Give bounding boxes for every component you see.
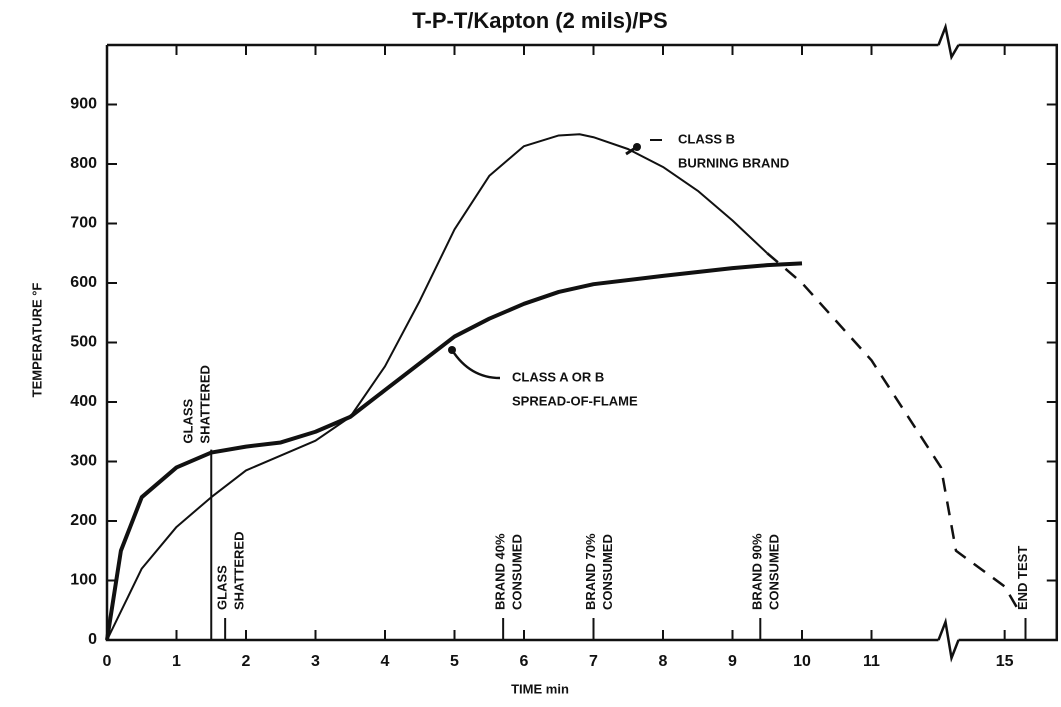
x-tick-label: 3: [311, 653, 320, 670]
x-tick-label: 2: [242, 653, 251, 670]
event-label: CONSUMED: [767, 534, 782, 610]
event-label: BRAND 70%: [583, 533, 598, 610]
event-label: END TEST: [1015, 546, 1030, 610]
annotation-dot: [633, 143, 641, 151]
y-tick-label: 0: [88, 631, 97, 648]
y-tick-label: 300: [70, 453, 97, 470]
series-line: [106, 133, 768, 641]
event-label: GLASS: [215, 565, 230, 610]
y-tick-label: 900: [70, 96, 97, 113]
y-tick-label: 100: [70, 572, 97, 589]
x-tick-label: 9: [728, 653, 737, 670]
x-tick-label: 6: [520, 653, 529, 670]
event-label: BRAND 90%: [750, 533, 765, 610]
annotation-leader: [450, 349, 501, 380]
annotation: BURNING BRAND: [678, 155, 789, 170]
series-line: [105, 261, 803, 641]
x-tick-label: 10: [793, 653, 811, 670]
x-tick-label: 11: [863, 653, 880, 670]
y-tick-label: 500: [70, 334, 97, 351]
series-line: [766, 252, 1020, 611]
annotation-dot: [448, 346, 456, 354]
x-tick-label: 8: [659, 653, 668, 670]
x-tick-label: 0: [103, 653, 112, 670]
y-tick-label: 800: [70, 155, 97, 172]
chart-title: T-P-T/Kapton (2 mils)/PS: [412, 8, 667, 33]
x-tick-label: 7: [589, 653, 598, 670]
event-label: GLASS: [181, 398, 196, 443]
x-tick-label: 15: [996, 653, 1014, 670]
axis-break: [937, 617, 960, 663]
axis-break: [937, 22, 960, 61]
annotation: CLASS A OR B: [512, 369, 604, 384]
event-label: CONSUMED: [600, 534, 615, 610]
event-label: BRAND 40%: [493, 533, 508, 610]
event-label: SHATTERED: [198, 365, 213, 443]
x-tick-label: 1: [172, 653, 181, 670]
x-tick-label: 4: [381, 653, 390, 670]
annotation: CLASS B: [678, 131, 735, 146]
event-label: CONSUMED: [510, 534, 525, 610]
y-tick-label: 600: [70, 274, 97, 291]
x-tick-label: 5: [450, 653, 459, 670]
y-tick-label: 700: [70, 215, 97, 232]
y-axis-label: TEMPERATURE °F: [29, 283, 44, 398]
annotation: SPREAD-OF-FLAME: [512, 393, 638, 408]
x-axis-label: TIME min: [511, 681, 569, 696]
y-tick-label: 200: [70, 512, 97, 529]
event-label: SHATTERED: [232, 532, 247, 610]
y-tick-label: 400: [70, 393, 97, 410]
